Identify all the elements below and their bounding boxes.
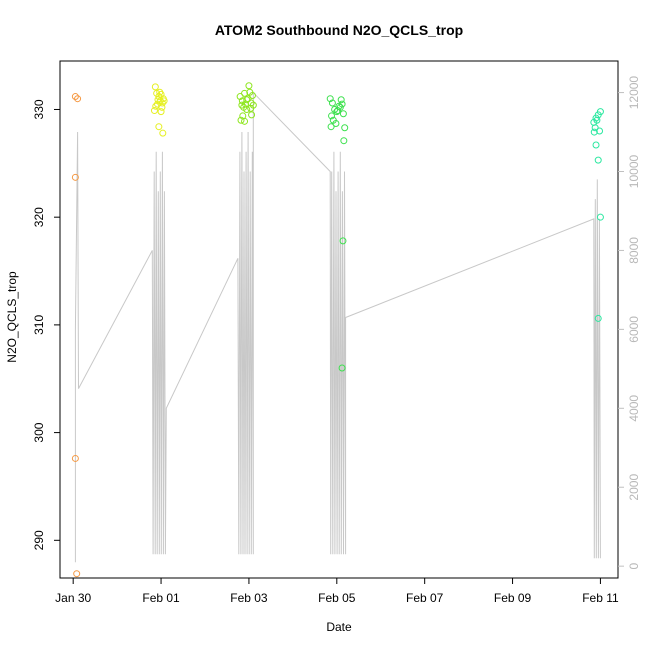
y-axis-label: N2O_QCLS_trop bbox=[5, 271, 19, 363]
data-point bbox=[237, 116, 245, 124]
x-tick-label: Feb 01 bbox=[142, 591, 180, 605]
data-point bbox=[155, 93, 163, 101]
data-point bbox=[245, 82, 253, 90]
data-point bbox=[150, 107, 158, 115]
series-flight-5 bbox=[590, 108, 604, 322]
x-tick-label: Feb 07 bbox=[406, 591, 444, 605]
data-point bbox=[338, 364, 346, 372]
data-point bbox=[244, 95, 252, 103]
data-point bbox=[340, 137, 348, 145]
altitude-layer bbox=[74, 91, 601, 563]
data-point bbox=[241, 89, 249, 97]
data-point bbox=[248, 111, 256, 119]
data-point bbox=[156, 88, 164, 96]
data-point bbox=[339, 237, 347, 245]
data-point bbox=[158, 99, 166, 107]
y-tick-label: 300 bbox=[32, 422, 46, 442]
x-axis-label: Date bbox=[326, 620, 352, 634]
data-point bbox=[593, 116, 601, 124]
data-point bbox=[151, 83, 159, 91]
y-tick-label: 330 bbox=[32, 99, 46, 119]
data-point bbox=[152, 102, 160, 110]
altitude-line bbox=[74, 91, 601, 563]
data-point bbox=[241, 117, 249, 125]
data-point bbox=[594, 314, 602, 322]
y2-tick-label: 2000 bbox=[627, 474, 641, 501]
data-point bbox=[326, 95, 334, 103]
data-point bbox=[591, 124, 599, 132]
data-point bbox=[339, 110, 347, 118]
y2-tick-label: 8000 bbox=[627, 237, 641, 264]
data-point bbox=[248, 91, 256, 99]
x-tick-label: Feb 03 bbox=[230, 591, 268, 605]
data-point bbox=[243, 105, 251, 113]
data-point bbox=[243, 96, 251, 104]
data-point bbox=[157, 108, 165, 116]
data-point bbox=[160, 97, 168, 105]
data-point bbox=[596, 108, 604, 116]
series-flight-2 bbox=[150, 83, 168, 137]
plot-frame bbox=[59, 60, 619, 579]
y2-tick-label: 6000 bbox=[627, 316, 641, 343]
data-point bbox=[74, 95, 82, 103]
data-point bbox=[332, 119, 340, 127]
data-point bbox=[236, 93, 244, 101]
data-point bbox=[71, 93, 79, 101]
data-point bbox=[594, 156, 602, 164]
y2-tick-label: 4000 bbox=[627, 395, 641, 422]
data-point bbox=[247, 104, 255, 112]
data-point bbox=[327, 123, 335, 131]
series-flight-4 bbox=[326, 95, 349, 372]
data-point bbox=[341, 124, 349, 132]
data-point bbox=[596, 213, 604, 221]
data-point bbox=[337, 96, 345, 104]
data-point bbox=[238, 101, 246, 109]
series-flight-1 bbox=[71, 93, 82, 578]
x-tick-label: Feb 11 bbox=[582, 591, 619, 605]
data-point bbox=[336, 103, 344, 111]
y2-tick-label: 12000 bbox=[627, 76, 641, 110]
y-tick-label: 310 bbox=[32, 315, 46, 335]
data-point bbox=[73, 570, 81, 578]
x-tick-label: Feb 05 bbox=[318, 591, 356, 605]
data-point bbox=[71, 173, 79, 181]
y2-tick-label: 10000 bbox=[627, 154, 641, 188]
axes-layer: Jan 30 Feb 01 Feb 03 Feb 05 Feb 07 Feb 09 Feb … bbox=[32, 60, 641, 605]
data-point bbox=[590, 128, 598, 136]
y-tick-label: 320 bbox=[32, 207, 46, 227]
data-point bbox=[328, 112, 336, 120]
y-tick-label: 290 bbox=[32, 530, 46, 550]
series-flight-3 bbox=[236, 82, 257, 125]
data-point bbox=[159, 129, 167, 137]
data-point bbox=[596, 127, 604, 135]
data-point bbox=[155, 123, 163, 131]
data-point bbox=[592, 141, 600, 149]
y2-tick-label: 0 bbox=[627, 563, 641, 570]
chart-title: ATOM2 Southbound N2O_QCLS_trop bbox=[215, 22, 463, 38]
data-point bbox=[71, 454, 79, 462]
x-tick-label: Feb 09 bbox=[494, 591, 532, 605]
x-tick-label: Jan 30 bbox=[55, 591, 91, 605]
data-point bbox=[328, 99, 336, 107]
points-layer bbox=[71, 82, 604, 578]
